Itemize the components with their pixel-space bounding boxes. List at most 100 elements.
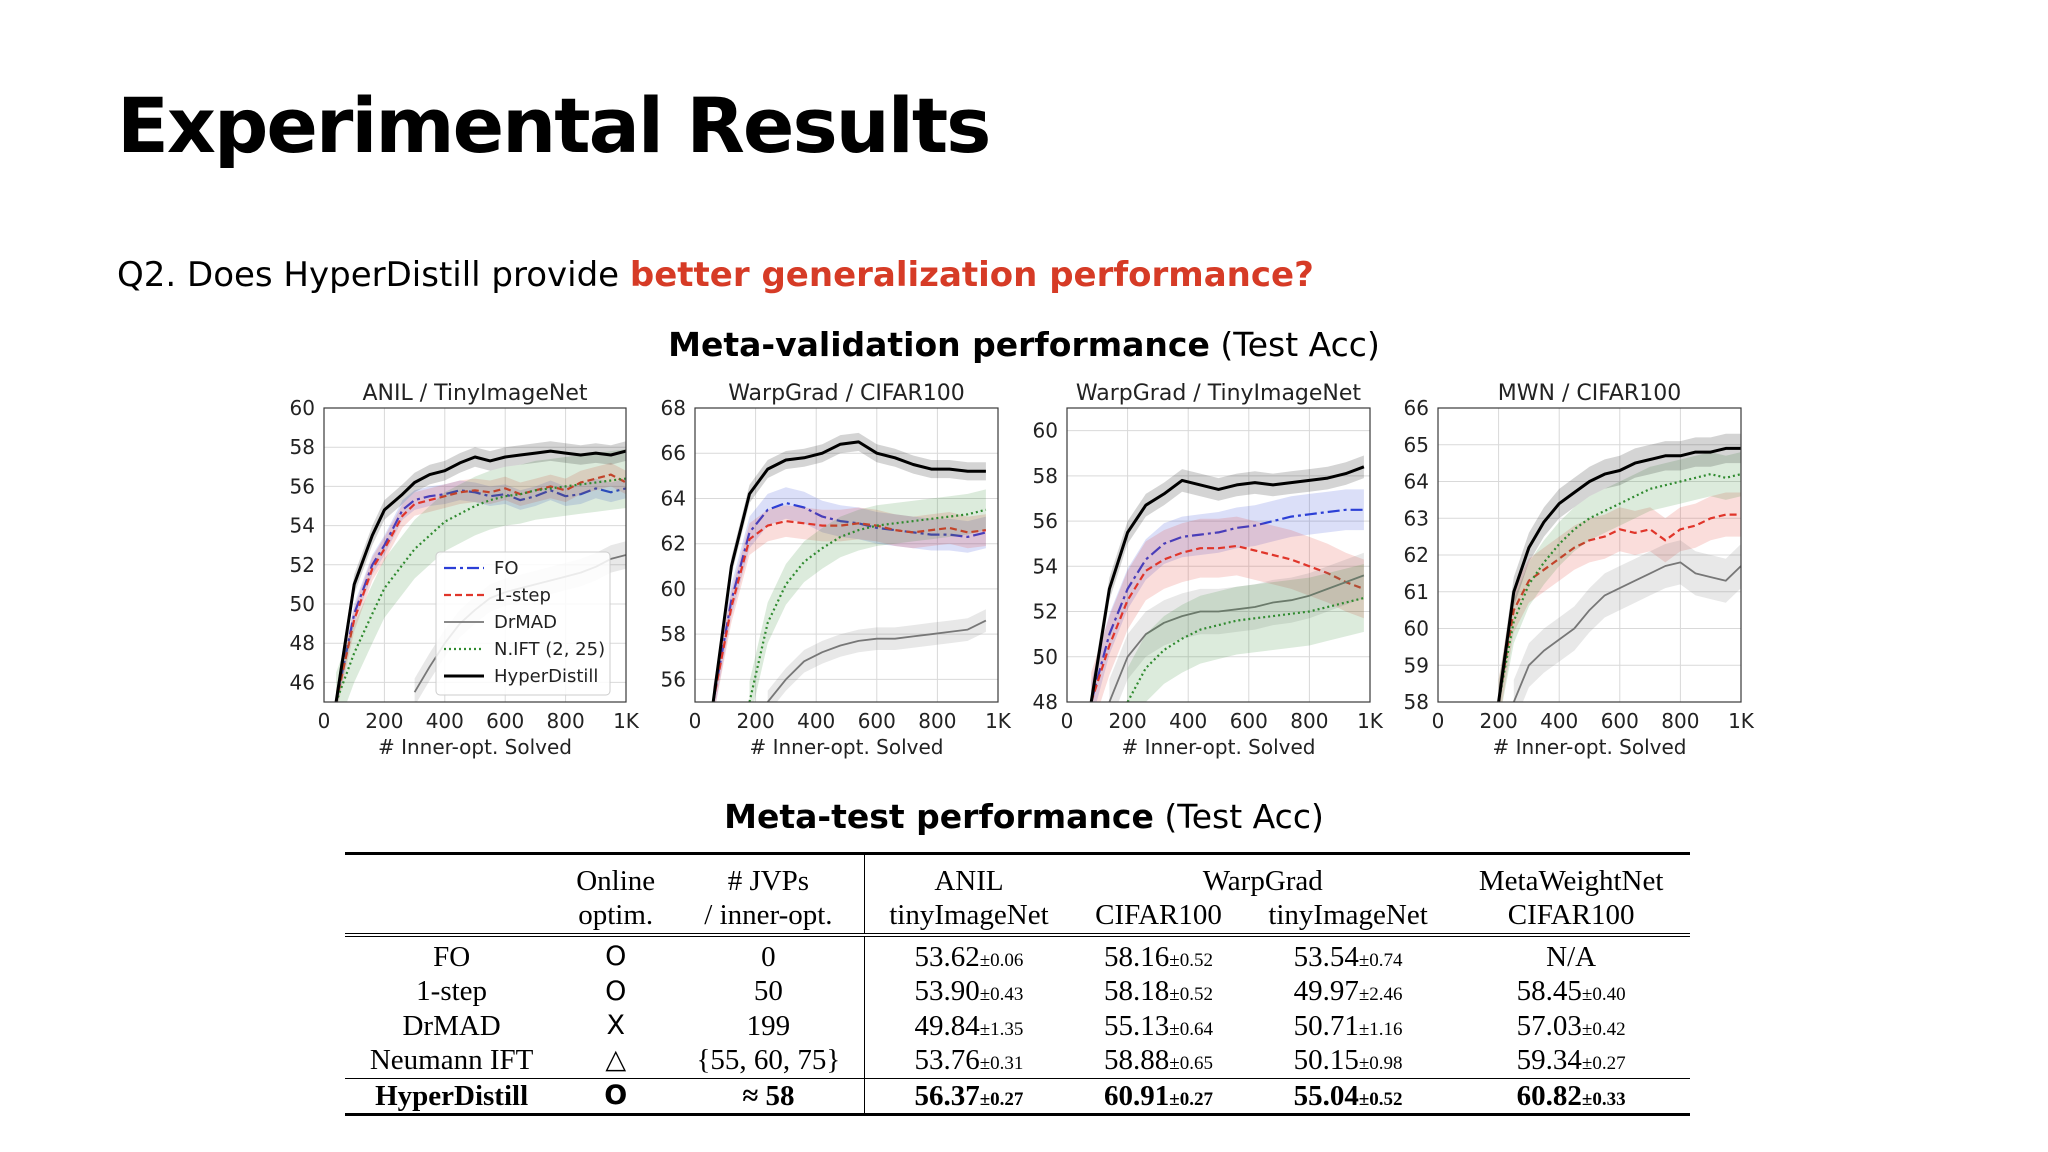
y-tick-label: 66 — [1404, 396, 1429, 420]
confidence-band — [749, 489, 986, 702]
y-tick-label: 66 — [661, 441, 686, 465]
question-highlight: better generalization performance? — [629, 255, 1314, 295]
series-line — [1497, 472, 1741, 702]
x-tick-label: 200 — [1109, 709, 1147, 733]
plot-frame — [1437, 407, 1742, 703]
std: ±0.40 — [1581, 984, 1626, 1006]
value-cell: 60.91±0.27 — [1073, 1078, 1244, 1114]
series-line — [712, 520, 987, 702]
header-online: Online — [576, 865, 656, 897]
y-tick-label: 58 — [1404, 690, 1429, 714]
std: ±0.65 — [1169, 1053, 1213, 1075]
mean: 60.82 — [1516, 1079, 1582, 1112]
question-prefix: Q2. Does HyperDistill provide — [117, 255, 630, 295]
x-tick-label: 400 — [426, 709, 464, 733]
table-row: FO O 0 53.62±0.06 58.16±0.52 53.54±0.74 … — [345, 934, 1690, 975]
series-line — [1090, 544, 1365, 702]
x-tick-label: 0 — [1061, 709, 1074, 733]
std: ±0.06 — [979, 949, 1024, 971]
y-tick-label: 58 — [1033, 464, 1058, 488]
mean: 56.37 — [914, 1079, 980, 1112]
y-tick-label: 56 — [1033, 509, 1058, 533]
x-tick-label: 600 — [486, 709, 524, 733]
y-tick-label: 65 — [1404, 433, 1429, 457]
y-tick-label: 56 — [661, 667, 686, 691]
x-tick-label: 1K — [1728, 709, 1755, 733]
value-cell: 58.18±0.52 — [1073, 974, 1244, 1008]
std: ±0.31 — [979, 1053, 1024, 1075]
y-tick-label: 68 — [661, 396, 686, 420]
method-cell: Neumann IFT — [369, 1044, 534, 1077]
confidence-band — [336, 449, 626, 702]
online-cell: X — [606, 1009, 625, 1041]
y-tick-label: 64 — [1404, 470, 1429, 494]
chart-title: ANIL / TinyImageNet — [362, 381, 587, 406]
series-line — [1512, 561, 1741, 702]
x-tick-label: 600 — [1601, 709, 1639, 733]
jvps-cell: ≈ 58 — [673, 1078, 865, 1115]
x-tick-label: 800 — [918, 709, 956, 733]
y-tick-label: 54 — [1033, 554, 1058, 578]
series-line — [1497, 446, 1741, 702]
series-line — [711, 440, 986, 702]
method-cell: FO — [433, 940, 471, 973]
table-row: Neumann IFT △ {55, 60, 75} 53.76±0.31 58… — [345, 1043, 1690, 1079]
std: ±0.42 — [1581, 1018, 1626, 1040]
x-tick-label: 200 — [1480, 709, 1518, 733]
std: ±0.27 — [1581, 1053, 1626, 1075]
plot-frame — [323, 407, 627, 703]
x-tick-label: 600 — [858, 709, 896, 733]
slide-title: Experimental Results — [117, 81, 991, 170]
x-tick-label: 400 — [797, 709, 835, 733]
header-anil: ANIL — [934, 865, 1004, 897]
series-line — [335, 477, 626, 702]
value-cell: 58.16±0.52 — [1073, 935, 1244, 974]
mean: 49.84 — [914, 1009, 980, 1042]
chart-title: WarpGrad / TinyImageNet — [1076, 381, 1362, 406]
value-cell: 49.84±1.35 — [864, 1009, 1073, 1043]
y-tick-label: 60 — [1404, 617, 1429, 641]
x-tick-label: 200 — [737, 709, 775, 733]
confidence-band — [336, 462, 626, 702]
value-cell: 59.34±0.27 — [1452, 1043, 1690, 1078]
mean: 53.54 — [1293, 940, 1359, 973]
y-tick-label: 58 — [661, 622, 686, 646]
series-line — [335, 473, 626, 702]
header-warpgrad: WarpGrad — [1202, 865, 1323, 897]
confidence-band — [1091, 489, 1364, 702]
mean: 53.90 — [914, 975, 980, 1008]
table-body: FO O 0 53.62±0.06 58.16±0.52 53.54±0.74 … — [345, 934, 1690, 1115]
method-cell: 1-step — [416, 975, 488, 1008]
header-mwn-dataset: CIFAR100 — [1507, 899, 1635, 932]
confidence-band — [1109, 552, 1364, 702]
series-line — [335, 487, 626, 702]
series-line — [1108, 574, 1365, 702]
legend-box — [435, 551, 611, 696]
x-tick-label: 400 — [1169, 709, 1207, 733]
mean: 58.16 — [1104, 940, 1170, 973]
y-tick-label: 60 — [661, 577, 686, 601]
x-tick-label: 800 — [1661, 709, 1699, 733]
legend-label: HyperDistill — [494, 666, 598, 687]
x-tick-label: 200 — [365, 709, 403, 733]
header-online-sub: optim. — [578, 899, 654, 932]
value-cell: 49.97±2.46 — [1244, 974, 1453, 1008]
series-line — [1089, 465, 1365, 702]
value-cell: 53.76±0.31 — [864, 1043, 1073, 1078]
y-tick-label: 64 — [661, 486, 686, 510]
mean: 55.04 — [1293, 1079, 1359, 1112]
value-cell: 56.37±0.27 — [864, 1078, 1073, 1114]
std: ±0.33 — [1581, 1088, 1626, 1110]
y-tick-label: 50 — [290, 592, 315, 616]
value-cell: 60.82±0.33 — [1452, 1078, 1690, 1114]
header-method — [345, 854, 558, 899]
y-tick-label: 63 — [1404, 506, 1429, 530]
legend-label: 1-step — [494, 585, 551, 606]
std: ±0.27 — [979, 1088, 1024, 1110]
value-cell: N/A — [1452, 935, 1690, 974]
table-header-row-top: Online # JVPs ANIL WarpGrad MetaWeightNe… — [345, 853, 1690, 899]
header-jvps-sub: / inner-opt. — [673, 898, 865, 935]
confidence-band — [1127, 564, 1364, 702]
y-tick-label: 61 — [1404, 580, 1429, 604]
